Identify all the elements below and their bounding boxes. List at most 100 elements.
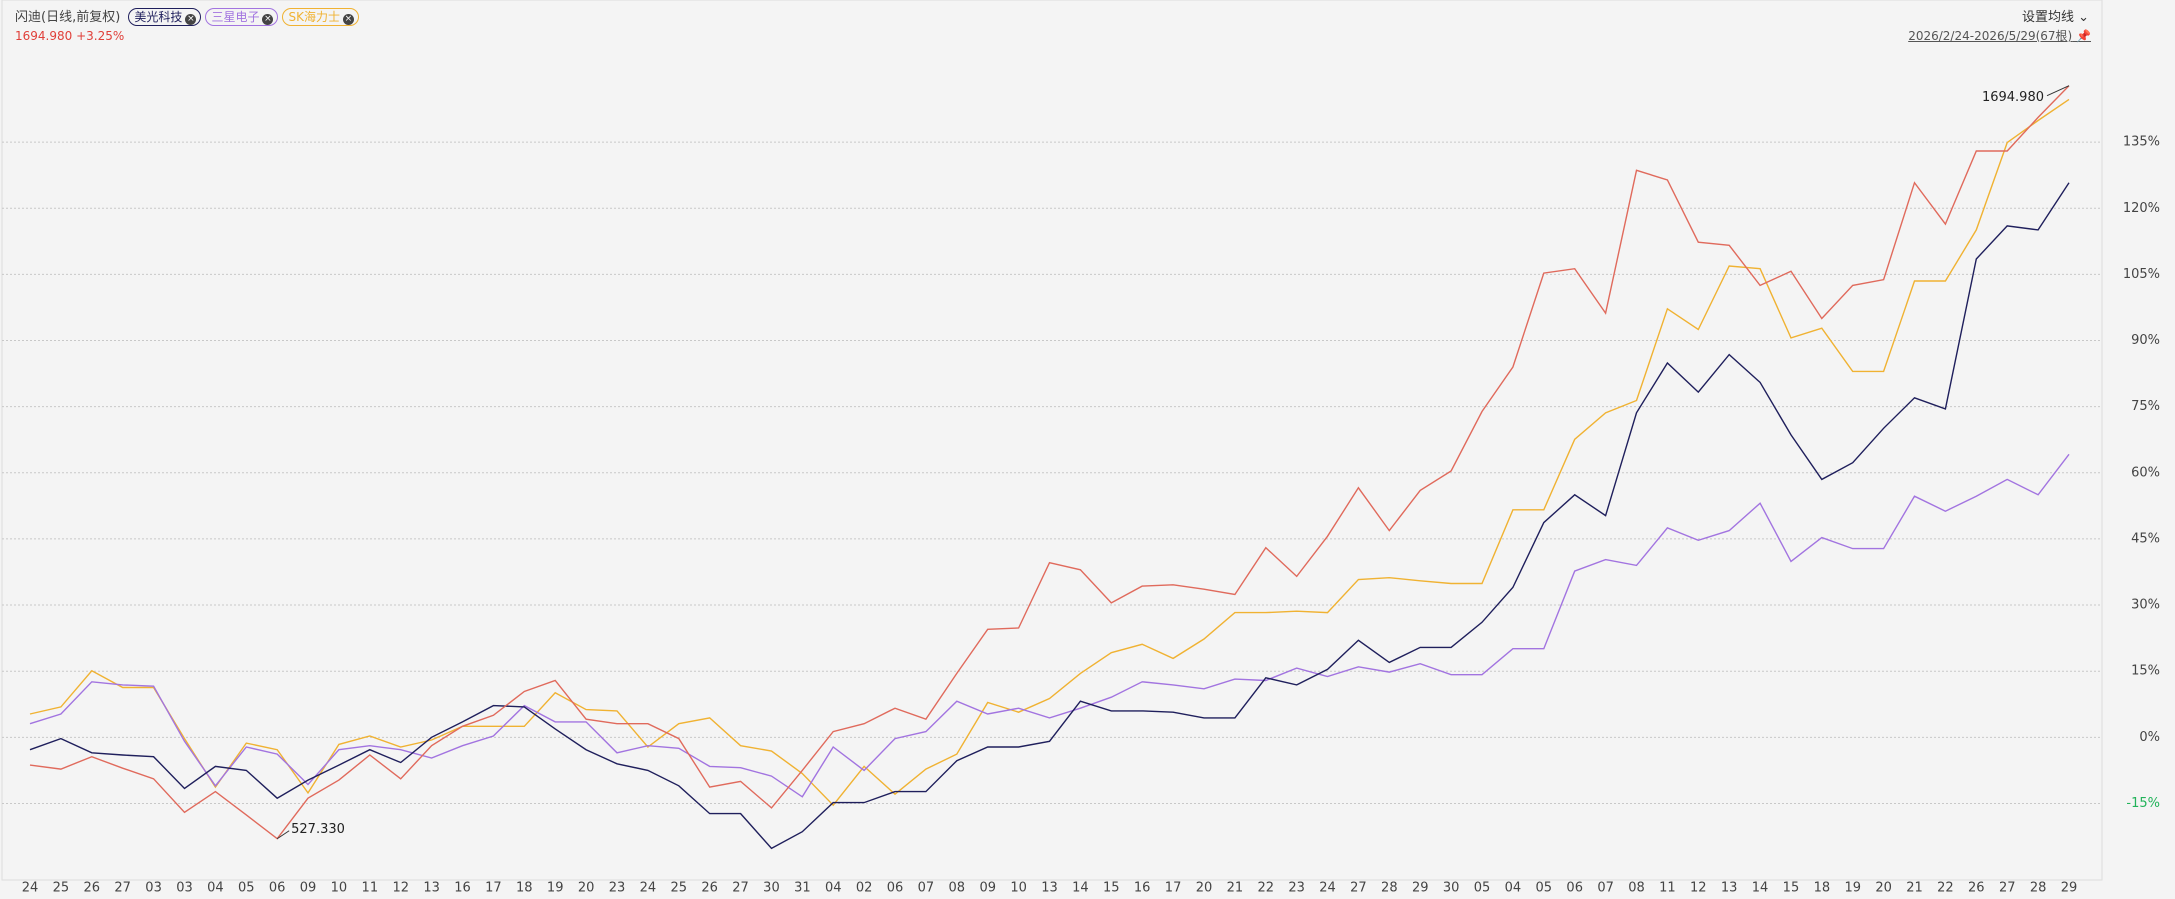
x-tick-label: 08: [1628, 881, 1645, 896]
plot-frame: [1, 0, 2103, 881]
x-tick-label: 26: [701, 881, 718, 896]
legend-tag[interactable]: SK海力士 ×: [282, 8, 359, 26]
ma-button-text[interactable]: 设置均线: [2021, 10, 2074, 25]
x-tick-label: 14: [1072, 881, 1089, 896]
x-tick-label: 27: [1999, 881, 2016, 896]
range-label[interactable]: 2026/2/24-2026/5/29(67根) 📌: [1908, 29, 2091, 43]
x-tick-label: 12: [1690, 881, 1707, 896]
x-tick-label: 24: [1319, 881, 1336, 896]
x-tick-label: 25: [670, 881, 687, 896]
y-tick-label: 75%: [2131, 399, 2160, 414]
y-tick-label: -15%: [2126, 796, 2160, 811]
x-tick-label: 04: [207, 881, 224, 896]
x-tick-label: 06: [1566, 881, 1583, 896]
x-tick-label: 04: [1505, 881, 1522, 896]
x-tick-label: 09: [300, 881, 317, 896]
x-tick-label: 03: [176, 881, 193, 896]
x-tick-label: 20: [1196, 881, 1213, 896]
x-tick-label: 02: [856, 881, 873, 896]
legend: 美光科技 × 三星电子 × SK海力士 ×: [124, 8, 359, 26]
x-tick-label: 17: [485, 881, 502, 896]
subtitle: 1694.980 +3.25%: [15, 29, 125, 43]
x-tick-label: 30: [1443, 881, 1460, 896]
x-tick-label: 23: [609, 881, 626, 896]
remove-button[interactable]: ×: [342, 14, 354, 25]
y-tick-label: 90%: [2131, 333, 2160, 348]
x-tick-label: 27: [114, 881, 131, 896]
x-tick-label: 13: [423, 881, 440, 896]
x-tick-label: 24: [640, 881, 657, 896]
y-tick-label: 135%: [2123, 135, 2160, 150]
range-text[interactable]: 2026/2/24-2026/5/29(67根): [1908, 29, 2073, 43]
header: 闪迪(日线,前复权) 美光科技 × 三星电子 × SK海力士 ×: [15, 6, 359, 26]
x-tick-label: 25: [53, 881, 70, 896]
x-tick-label: 13: [1041, 881, 1058, 896]
legend-tag[interactable]: 美光科技 ×: [128, 8, 202, 26]
x-tick-label: 04: [825, 881, 842, 896]
x-tick-label: 27: [1350, 881, 1367, 896]
remove-button[interactable]: ×: [185, 14, 197, 25]
y-tick-label: 45%: [2131, 531, 2160, 546]
x-tick-label: 07: [918, 881, 935, 896]
x-tick-label: 05: [238, 881, 255, 896]
y-tick-label: 60%: [2131, 465, 2160, 480]
series-line: [29, 453, 2070, 798]
x-tick-label: 05: [1536, 881, 1553, 896]
x-tick-label: 06: [887, 881, 904, 896]
series-line: [29, 182, 2070, 850]
x-tick-label: 06: [269, 881, 286, 896]
x-tick-label: 17: [1165, 881, 1182, 896]
x-tick-label: 29: [2061, 881, 2078, 896]
x-tick-label: 22: [1257, 881, 1274, 896]
legend-label: SK海力士: [288, 10, 340, 24]
x-tick-label: 20: [578, 881, 595, 896]
ma-button[interactable]: 设置均线 ⌄: [2021, 10, 2089, 25]
annotation-arrow: [276, 830, 290, 840]
x-tick-label: 28: [2030, 881, 2047, 896]
y-tick-label: 120%: [2123, 201, 2160, 216]
x-tick-label: 15: [1783, 881, 1800, 896]
x-tick-label: 03: [145, 881, 162, 896]
x-tick-label: 30: [763, 881, 780, 896]
x-tick-label: 27: [732, 881, 749, 896]
x-tick-label: 20: [1875, 881, 1892, 896]
x-tick-label: 08: [949, 881, 966, 896]
legend-label: 美光科技: [134, 10, 183, 24]
chart-title: 闪迪(日线,前复权): [15, 10, 121, 25]
x-tick-label: 14: [1752, 881, 1769, 896]
x-tick-label: 31: [794, 881, 811, 896]
x-tick-label: 23: [1288, 881, 1305, 896]
legend-label: 三星电子: [211, 10, 260, 24]
x-tick-label: 09: [979, 881, 996, 896]
x-tick-label: 07: [1597, 881, 1614, 896]
x-tick-label: 26: [84, 881, 101, 896]
x-tick-label: 11: [1659, 881, 1676, 896]
remove-button[interactable]: ×: [262, 14, 274, 25]
x-tick-label: 16: [1134, 881, 1151, 896]
x-tick-label: 21: [1227, 881, 1244, 896]
x-tick-label: 28: [1381, 881, 1398, 896]
x-tick-label: 12: [392, 881, 409, 896]
legend-tag[interactable]: 三星电子 ×: [205, 8, 279, 26]
annotation: 527.330: [291, 822, 345, 837]
series-line: [29, 85, 2070, 840]
annotation-arrow: [2046, 85, 2070, 97]
y-tick-label: 105%: [2123, 267, 2160, 282]
x-tick-label: 24: [22, 881, 39, 896]
x-tick-label: 19: [547, 881, 564, 896]
x-tick-label: 15: [1103, 881, 1120, 896]
x-tick-label: 22: [1937, 881, 1954, 896]
x-tick-label: 19: [1844, 881, 1861, 896]
x-tick-label: 10: [331, 881, 348, 896]
x-tick-label: 11: [362, 881, 379, 896]
series-line: [29, 98, 2070, 807]
y-tick-label: 30%: [2131, 598, 2160, 613]
x-tick-label: 26: [1968, 881, 1985, 896]
x-tick-label: 05: [1474, 881, 1491, 896]
x-tick-label: 10: [1010, 881, 1027, 896]
x-tick-label: 18: [1814, 881, 1831, 896]
x-tick-label: 13: [1721, 881, 1738, 896]
y-tick-label: 15%: [2131, 664, 2160, 679]
x-tick-label: 18: [516, 881, 533, 896]
